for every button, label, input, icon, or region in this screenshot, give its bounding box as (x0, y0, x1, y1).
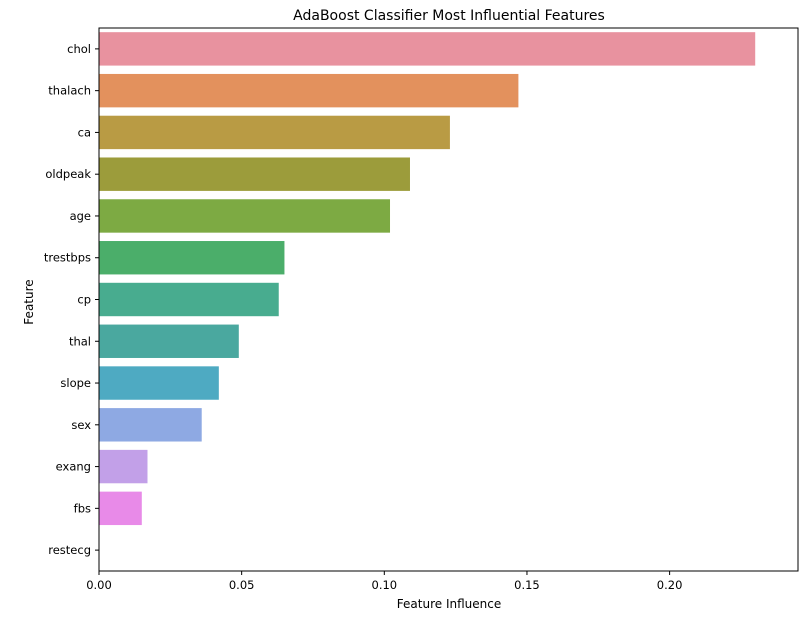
bar-fbs (99, 491, 142, 526)
y-tick-label-thal: thal (69, 334, 91, 348)
y-tick-label-slope: slope (60, 376, 91, 390)
y-tick-label-thalach: thalach (48, 84, 91, 98)
x-axis-label: Feature Influence (397, 597, 501, 611)
bar-ca (99, 115, 450, 150)
bar-oldpeak (99, 157, 410, 191)
y-tick-label-sex: sex (71, 418, 91, 432)
bars-group (99, 32, 756, 526)
x-tick-label: 0.20 (657, 578, 683, 592)
bar-cp (99, 282, 279, 317)
y-tick-label-ca: ca (78, 125, 91, 139)
y-tick-label-restecg: restecg (48, 543, 91, 557)
bar-trestbps (99, 241, 285, 275)
y-tick-label-chol: chol (67, 42, 91, 56)
x-tick-label: 0.10 (372, 578, 398, 592)
y-tick-label-cp: cp (77, 293, 91, 307)
bar-thal (99, 324, 239, 358)
y-tick-label-oldpeak: oldpeak (45, 167, 91, 181)
x-tick-label: 0.15 (514, 578, 540, 592)
plot-border (98, 27, 799, 572)
bar-exang (99, 449, 148, 484)
y-tick-label-fbs: fbs (74, 501, 91, 515)
bar-thalach (99, 73, 519, 108)
chart-title: AdaBoost Classifier Most Influential Fea… (293, 8, 605, 24)
x-tick-label: 0.00 (86, 578, 112, 592)
bar-slope (99, 366, 219, 400)
bar-chol (99, 32, 756, 66)
bar-age (99, 199, 391, 233)
x-tick-label: 0.05 (229, 578, 255, 592)
bar-sex (99, 408, 202, 442)
y-axis-label: Feature (22, 279, 36, 324)
plot-frame (98, 27, 799, 572)
y-tick-label-trestbps: trestbps (44, 251, 91, 265)
x-ticks: 0.00 0.05 0.10 0.15 0.20 (86, 571, 682, 592)
y-tick-labels: chol thalach ca oldpeak age trestbps cp thal slo… (44, 42, 99, 557)
y-tick-label-age: age (70, 209, 91, 223)
y-tick-label-exang: exang (56, 460, 91, 474)
